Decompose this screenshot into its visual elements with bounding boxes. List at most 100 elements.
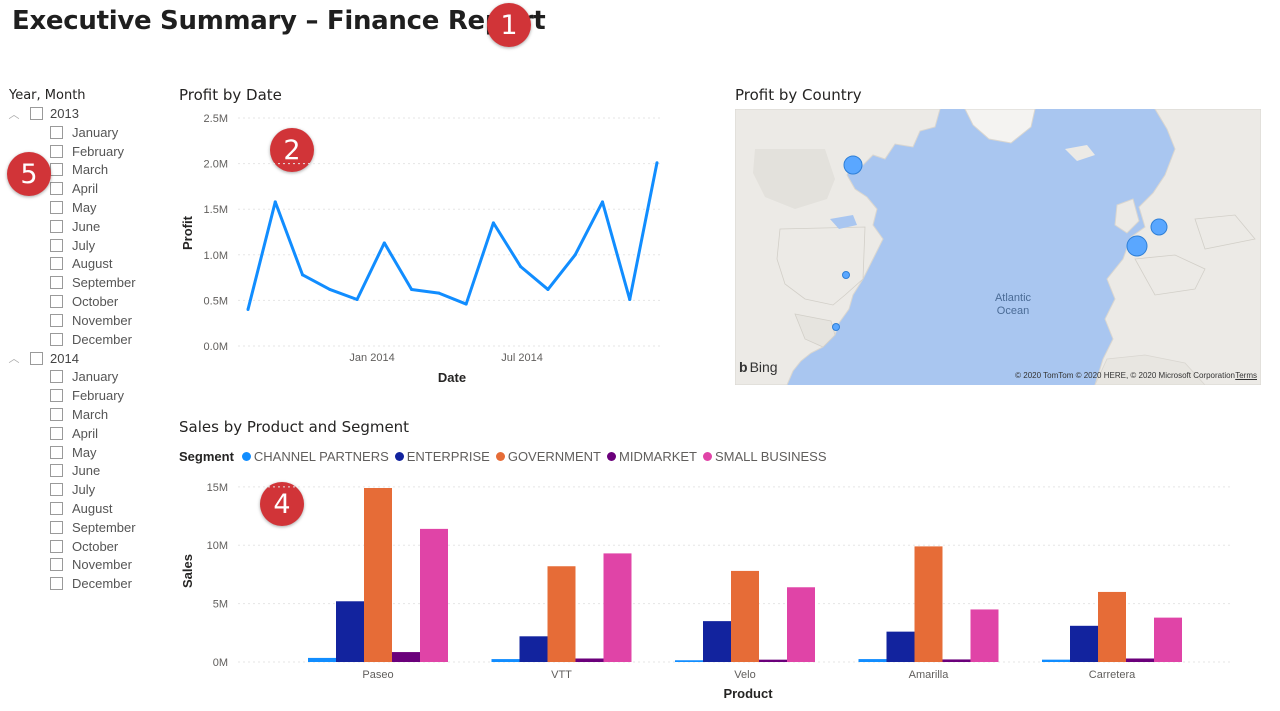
bar-enterprise[interactable] (519, 636, 548, 662)
slicer-month-september[interactable]: September (0, 273, 160, 292)
bar-government[interactable] (914, 546, 943, 662)
slicer-month-january[interactable]: January (0, 123, 160, 142)
slicer-month-april[interactable]: April (0, 179, 160, 198)
month-checkbox[interactable] (50, 426, 63, 440)
month-checkbox[interactable] (50, 163, 63, 177)
month-checkbox[interactable] (50, 370, 63, 384)
slicer-month-june[interactable]: June (0, 462, 160, 481)
profit-point[interactable] (328, 287, 332, 291)
bar-small-business[interactable] (1154, 617, 1182, 662)
month-checkbox[interactable] (50, 332, 63, 346)
slicer-month-july[interactable]: July (0, 480, 160, 499)
profit-point[interactable] (491, 221, 495, 225)
profit-point[interactable] (437, 291, 441, 295)
slicer-month-may[interactable]: May (0, 443, 160, 462)
month-checkbox[interactable] (50, 483, 63, 497)
slicer-month-october[interactable]: October (0, 537, 160, 556)
month-checkbox[interactable] (50, 408, 63, 422)
legend-item-midmarket[interactable]: MIDMARKET (607, 449, 697, 464)
month-checkbox[interactable] (50, 182, 63, 196)
profit-by-country-map[interactable]: Atlantic Ocean b Bing © 2020 TomTom © 20… (735, 109, 1261, 385)
month-checkbox[interactable] (50, 520, 63, 534)
slicer-year-2014[interactable]: ︿ 2014 (0, 349, 160, 368)
bar-midmarket[interactable] (1126, 658, 1154, 662)
bar-small-business[interactable] (787, 587, 815, 662)
profit-point[interactable] (519, 265, 523, 269)
slicer-month-november[interactable]: November (0, 556, 160, 575)
year-checkbox[interactable] (30, 107, 43, 120)
legend-item-government[interactable]: GOVERNMENT (495, 449, 601, 464)
canada-bubble[interactable] (843, 155, 863, 175)
slicer-month-december[interactable]: December (0, 330, 160, 349)
bar-channel-partners[interactable] (858, 659, 887, 662)
bar-enterprise[interactable] (886, 631, 915, 662)
collapse-chevron-icon[interactable]: ︿ (8, 108, 20, 121)
month-checkbox[interactable] (50, 295, 63, 309)
legend-item-channel-partners[interactable]: CHANNEL PARTNERS (241, 449, 389, 464)
mexico-bubble[interactable] (832, 323, 840, 331)
profit-point[interactable] (246, 308, 250, 312)
month-checkbox[interactable] (50, 238, 63, 252)
profit-point[interactable] (355, 297, 359, 301)
slicer-month-august[interactable]: August (0, 255, 160, 274)
month-checkbox[interactable] (50, 313, 63, 327)
bar-midmarket[interactable] (575, 658, 604, 662)
bar-government[interactable] (547, 566, 576, 662)
bar-small-business[interactable] (420, 528, 448, 662)
bar-channel-partners[interactable] (491, 659, 520, 662)
profit-point[interactable] (273, 200, 277, 204)
slicer-month-november[interactable]: November (0, 311, 160, 330)
slicer-month-april[interactable]: April (0, 424, 160, 443)
usa-bubble[interactable] (842, 271, 850, 279)
slicer-month-march[interactable]: March (0, 161, 160, 180)
legend-item-enterprise[interactable]: ENTERPRISE (394, 449, 490, 464)
slicer-month-july[interactable]: July (0, 236, 160, 255)
month-checkbox[interactable] (50, 539, 63, 553)
bar-small-business[interactable] (603, 553, 632, 662)
month-checkbox[interactable] (50, 276, 63, 290)
slicer-month-august[interactable]: August (0, 499, 160, 518)
slicer-month-june[interactable]: June (0, 217, 160, 236)
profit-by-date-chart[interactable]: 0.0M 0.5M 1.0M 1.5M 2.0M 2.5M Jan 2014 Jul 2014… (170, 105, 670, 395)
bar-midmarket[interactable] (392, 652, 420, 662)
bar-channel-partners[interactable] (1042, 659, 1070, 662)
slicer-month-october[interactable]: October (0, 292, 160, 311)
profit-point[interactable] (410, 287, 414, 291)
month-checkbox[interactable] (50, 144, 63, 158)
sales-by-product-chart[interactable]: 0M 5M 10M 15M Paseo VTT Velo Amarilla Carretera P… (170, 468, 1250, 708)
legend-item-small-business[interactable]: SMALL BUSINESS (703, 449, 827, 464)
profit-point[interactable] (655, 161, 659, 165)
slicer-month-january[interactable]: January (0, 368, 160, 387)
month-checkbox[interactable] (50, 577, 63, 591)
terms-link[interactable]: Terms (1235, 371, 1257, 380)
profit-point[interactable] (382, 241, 386, 245)
bar-channel-partners[interactable] (308, 657, 336, 662)
profit-point[interactable] (600, 200, 604, 204)
slicer-year-2013[interactable]: ︿ 2013 (0, 104, 160, 123)
collapse-chevron-icon[interactable]: ︿ (8, 353, 20, 366)
germany-bubble[interactable] (1150, 218, 1168, 236)
month-checkbox[interactable] (50, 502, 63, 516)
bar-enterprise[interactable] (703, 621, 731, 662)
slicer-month-february[interactable]: February (0, 386, 160, 405)
month-checkbox[interactable] (50, 389, 63, 403)
month-checkbox[interactable] (50, 201, 63, 215)
bar-enterprise[interactable] (1070, 625, 1098, 662)
bar-enterprise[interactable] (336, 601, 364, 662)
year-checkbox[interactable] (30, 351, 43, 365)
profit-point[interactable] (573, 253, 577, 257)
month-checkbox[interactable] (50, 445, 63, 459)
profit-point[interactable] (301, 273, 305, 277)
profit-point[interactable] (628, 297, 632, 301)
profit-point[interactable] (546, 287, 550, 291)
month-checkbox[interactable] (50, 558, 63, 572)
month-checkbox[interactable] (50, 219, 63, 233)
month-checkbox[interactable] (50, 464, 63, 478)
slicer-month-february[interactable]: February (0, 142, 160, 161)
france-bubble[interactable] (1126, 235, 1148, 257)
slicer-month-september[interactable]: September (0, 518, 160, 537)
slicer-month-may[interactable]: May (0, 198, 160, 217)
bar-small-business[interactable] (970, 609, 999, 662)
bar-government[interactable] (364, 488, 392, 662)
bar-midmarket[interactable] (759, 659, 787, 662)
